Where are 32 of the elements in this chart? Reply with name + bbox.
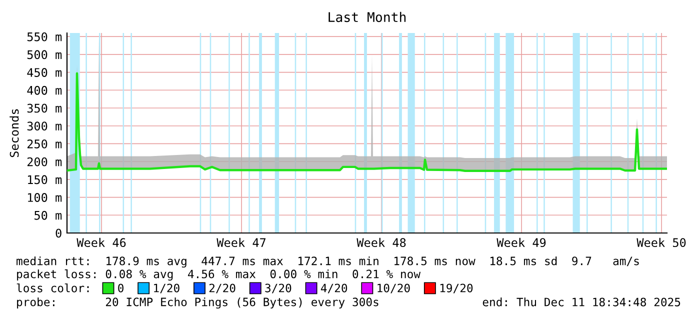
legend-label: 19/20: [440, 284, 473, 294]
y-axis-title: Seconds: [10, 109, 19, 158]
text: median rtt: 178.9 ms avg 447.7 ms max 172.1 ms min 178.5 ms now 18.5 ms sd 9.7 am/s: [16, 256, 639, 268]
chart-title: Last Month: [328, 12, 406, 22]
legend-label: 10/20: [378, 284, 410, 294]
text: packet loss: 0.08 % avg 4.56 % max 0.00 % min 0.21 % now: [17, 269, 421, 281]
y-tick-label: 300 m: [27, 122, 62, 131]
x-tick-label: Week 49: [496, 238, 546, 248]
legend-label: 3/20: [265, 284, 292, 294]
y-tick-label: 250 m: [27, 139, 62, 148]
y-tick-label: 350 m: [27, 104, 62, 113]
legend-label: 2/20: [209, 284, 236, 294]
legend-label: 4/20: [320, 284, 348, 294]
y-tick-label: 100 m: [28, 193, 62, 202]
text: loss color:: [16, 283, 89, 292]
y-tick-label: 0: [56, 228, 62, 238]
x-tick-label: Week 50: [636, 238, 686, 248]
y-tick-label: 150 m: [28, 175, 62, 184]
y-tick-label: 450 m: [27, 68, 62, 77]
x-tick-label: Week 47: [216, 238, 266, 248]
y-tick-label: 200 m: [27, 157, 62, 166]
line-series: [67, 72, 667, 172]
legend-label: 1/20: [154, 284, 180, 294]
y-tick-label: 50 m: [34, 210, 62, 220]
y-tick-label: 550 m: [27, 32, 62, 42]
text: end: Thu Dec 11 18:34:48 2025: [482, 298, 680, 306]
x-tick-label: Week 48: [356, 238, 406, 248]
text: probe: 20 ICMP Echo Pings (56 Bytes) every 300s: [17, 297, 378, 309]
legend-label: 0: [118, 284, 124, 292]
y-tick-label: 400 m: [27, 86, 62, 95]
y-tick-label: 500 m: [27, 50, 62, 60]
x-tick-label: Week 46: [76, 238, 126, 248]
